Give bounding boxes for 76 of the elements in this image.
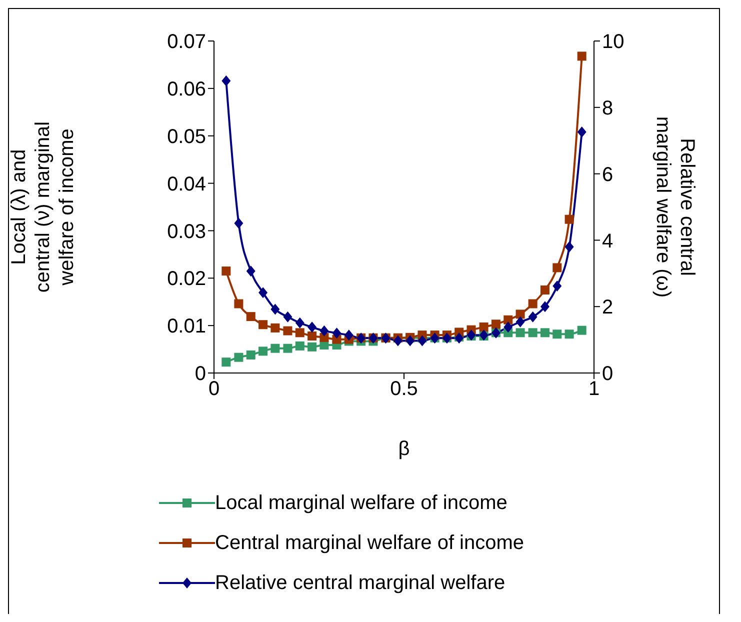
y2-tick-label: 4 [602, 230, 614, 252]
point [454, 332, 464, 344]
point [393, 335, 402, 346]
point [540, 286, 550, 294]
point [222, 266, 231, 276]
point [516, 310, 525, 319]
point [258, 320, 268, 330]
y2-tick-label: 2 [602, 296, 614, 319]
point [246, 312, 256, 322]
point [283, 326, 292, 336]
point [308, 342, 317, 352]
point [258, 287, 268, 298]
point [564, 241, 574, 252]
point [577, 52, 586, 61]
y-tick-label: 0 [194, 363, 206, 386]
point [270, 304, 280, 315]
point [283, 344, 292, 353]
y2-tick-label: 0 [602, 363, 614, 386]
point [552, 330, 562, 339]
y-tick-label: 0.02 [167, 268, 206, 290]
point [552, 280, 562, 292]
point [491, 320, 500, 329]
point [222, 75, 231, 86]
y-tick-label: 0.03 [167, 220, 206, 243]
legend-label: Relative central marginal welfare [215, 572, 506, 594]
y-tick-label: 0.04 [167, 173, 206, 196]
point [540, 301, 550, 312]
y2-axis-title: Relative central marginal welfare (ω) [652, 116, 698, 298]
legend-label: Central marginal welfare of income [215, 532, 524, 554]
point [320, 325, 329, 336]
x-tick-label: 0 [208, 378, 220, 400]
y-tick-label: 0.06 [167, 78, 206, 101]
y-tick-label: 0.07 [167, 31, 206, 54]
point [234, 352, 244, 362]
point [552, 263, 562, 272]
point [295, 341, 304, 350]
point [564, 214, 574, 224]
point [406, 335, 415, 346]
point [332, 328, 342, 339]
point [528, 311, 538, 322]
point [308, 332, 317, 341]
point [234, 299, 244, 308]
y2-tick-label: 8 [602, 98, 614, 120]
point [222, 358, 231, 367]
point [270, 323, 280, 332]
x-tick-label: 1 [588, 378, 600, 400]
point [283, 311, 292, 322]
point [234, 218, 244, 229]
point [577, 326, 586, 335]
point [246, 266, 256, 277]
point [528, 299, 538, 308]
point [564, 330, 574, 339]
point [418, 335, 427, 346]
point [258, 346, 268, 356]
point [516, 328, 525, 338]
point [528, 328, 538, 338]
x-tick-label: 0.5 [390, 378, 418, 400]
legend-label: Local marginal welfare of income [215, 492, 508, 514]
y2-tick-label: 10 [602, 31, 624, 54]
point [295, 328, 304, 338]
point [246, 350, 256, 360]
y-tick-label: 0.01 [167, 316, 206, 338]
point [504, 315, 513, 324]
y-axis-title: Local (λ) and central (ν) marginal welfare of income [8, 121, 78, 293]
point [540, 328, 550, 338]
point [516, 316, 525, 328]
y-tick-label: 0.05 [167, 126, 206, 148]
point [270, 344, 280, 353]
y2-tick-label: 6 [602, 164, 614, 186]
point [504, 322, 513, 333]
x-axis-title: β [398, 438, 410, 460]
point [479, 322, 488, 332]
point [577, 126, 586, 138]
point [344, 330, 354, 341]
point [308, 322, 317, 333]
point [295, 317, 304, 328]
